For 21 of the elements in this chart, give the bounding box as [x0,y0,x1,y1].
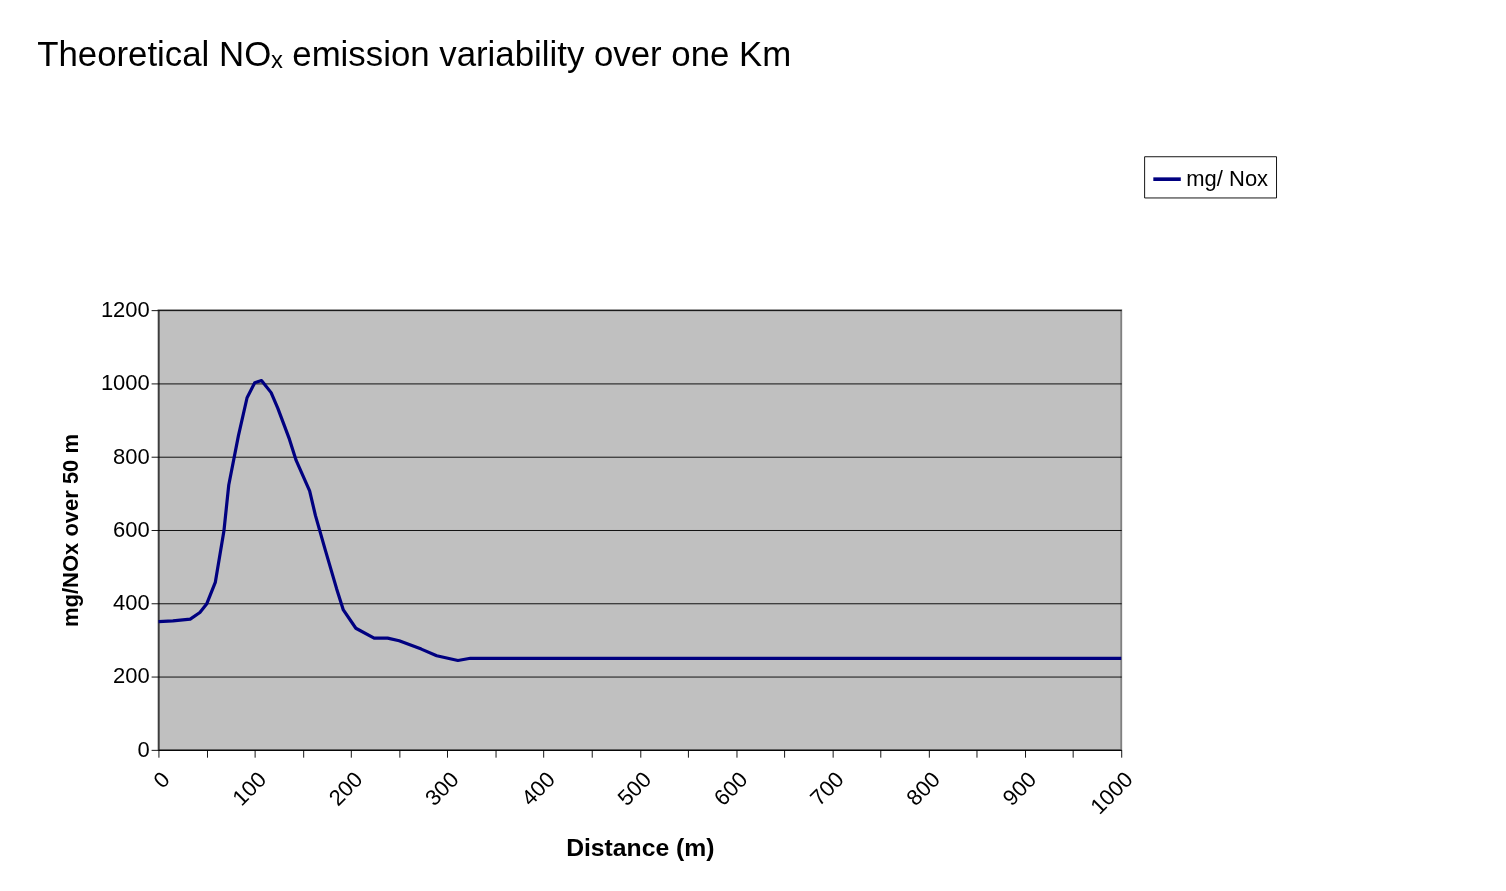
x-tick-label: 700 [805,766,849,811]
x-tick-label: 900 [997,766,1042,811]
y-tick-label: 0 [137,736,150,762]
y-tick-label: 400 [113,590,150,616]
x-tick-label: 0 [148,766,175,794]
y-tick-label: 200 [113,663,150,689]
x-tick-label: 100 [227,766,272,811]
x-tick-label: 500 [612,766,657,811]
x-tick-label: 300 [420,766,464,811]
x-tick-label: 400 [516,766,560,811]
chart-title: Theoretical NOₓ emission variability over one Km [37,34,792,74]
legend-label: mg/ Nox [1186,165,1269,191]
y-axis-title: mg/NOx over 50 m [57,434,83,627]
x-tick-label: 200 [323,766,368,811]
x-tick-label: 600 [708,766,753,811]
y-tick-label: 600 [113,516,150,542]
x-axis-title: Distance (m) [566,834,715,862]
x-tick-label: 800 [901,766,945,811]
y-tick-label: 1000 [100,370,150,396]
y-tick-label: 1200 [100,297,150,323]
y-tick-label: 800 [113,443,150,469]
